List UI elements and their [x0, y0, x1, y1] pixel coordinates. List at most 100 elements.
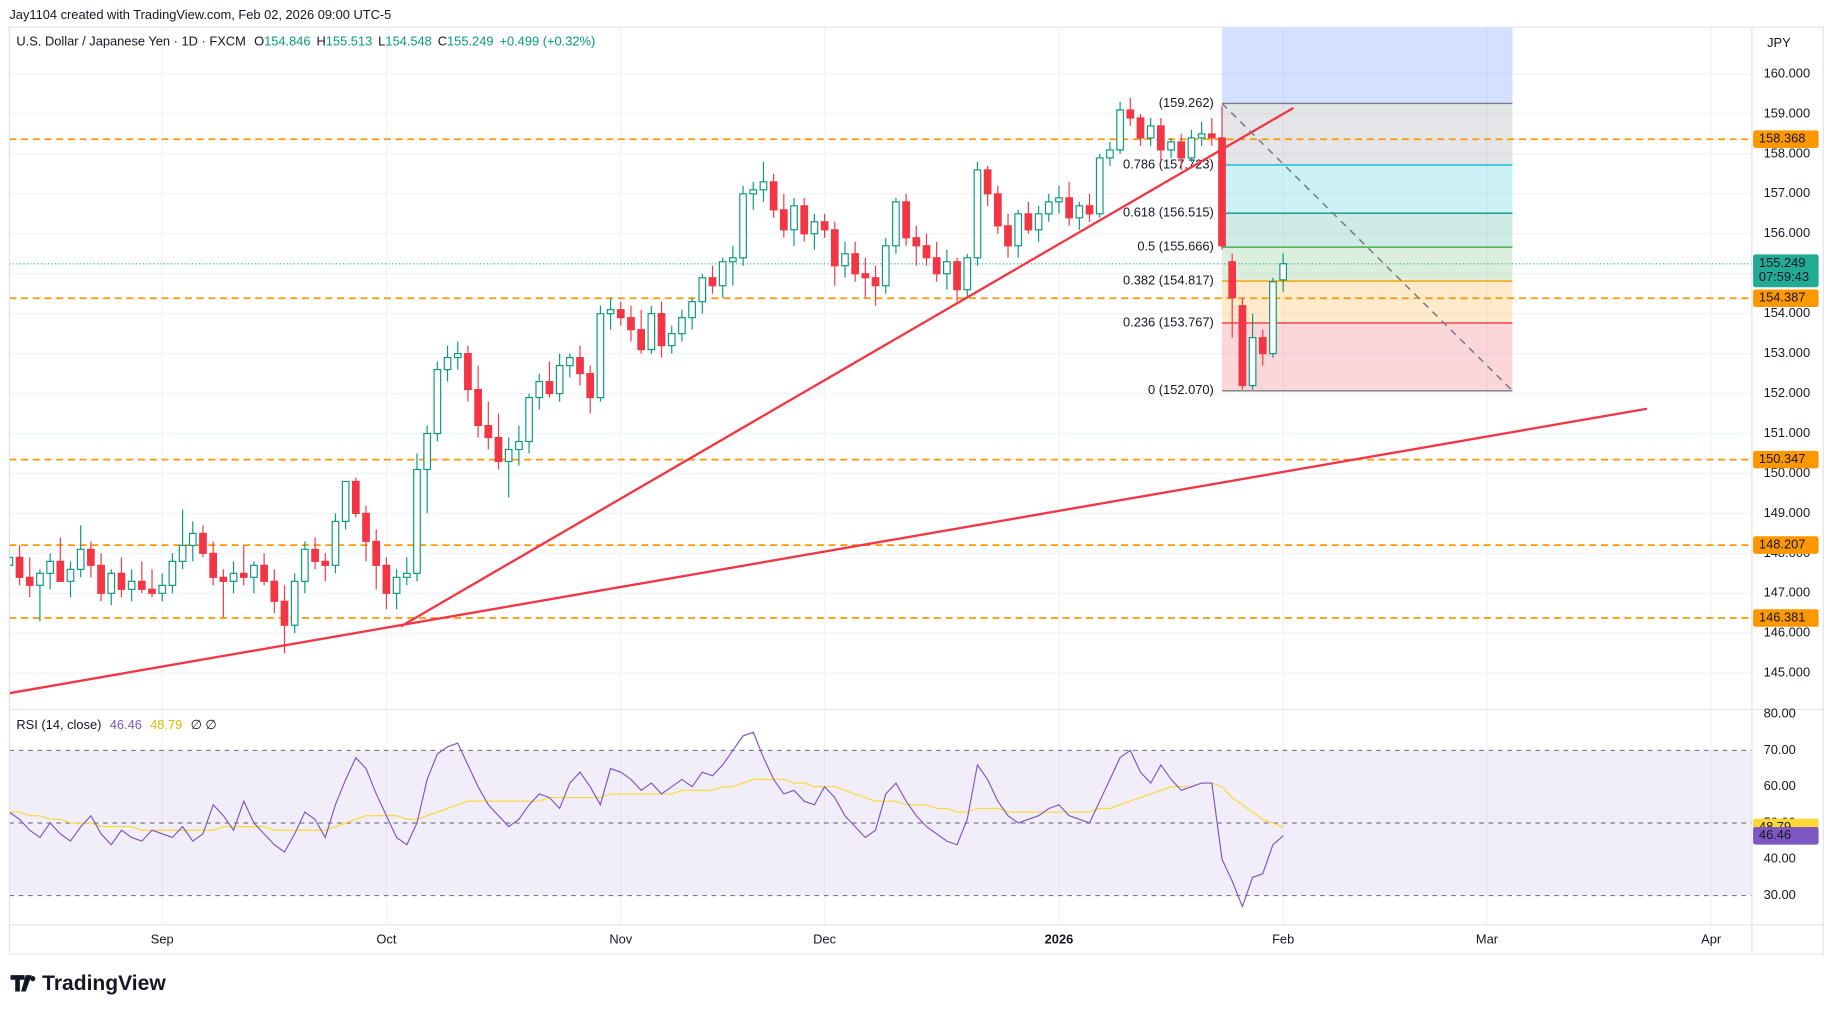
rsi-tag: 46.46 [1759, 827, 1791, 842]
candle-body [1126, 109, 1135, 119]
rsi-tick-label: 30.00 [1764, 887, 1796, 902]
y-tick-label: 158.000 [1764, 145, 1810, 160]
axes: Sep Oct Nov Dec 2026 Feb Mar Apr145.000146.0001… [151, 65, 1819, 946]
candle-body [871, 277, 880, 287]
candle-body [759, 181, 768, 191]
candle-body [841, 253, 849, 267]
candle-body [769, 181, 778, 211]
trend-line [400, 106, 1294, 628]
close-value: 155.249 [447, 34, 493, 49]
candle-body [1024, 213, 1033, 231]
candle-body [861, 273, 870, 279]
candle-body [698, 277, 707, 303]
open-value: 154.846 [264, 34, 310, 49]
footer-logo: TradingView [10, 972, 166, 995]
y-tick-label: 157.000 [1764, 185, 1810, 200]
horizontal-line-tag-bg [1753, 609, 1819, 627]
candle-body [148, 588, 156, 594]
candle-body [1014, 213, 1023, 247]
x-tick-label: Feb [1272, 931, 1294, 946]
candle-body [25, 576, 34, 586]
candle-body [56, 560, 65, 582]
y-tick-label: 146.000 [1764, 625, 1810, 640]
x-tick-label: Mar [1476, 931, 1499, 946]
candle-body [423, 432, 432, 471]
candle-body [779, 209, 788, 231]
ohlc-prefix: L [378, 34, 385, 49]
fib-extension-band [1222, 27, 1513, 104]
y-tick-label: 156.000 [1764, 225, 1810, 240]
candle-body [667, 333, 676, 347]
candle-body [881, 245, 890, 287]
candle-body [1095, 157, 1104, 215]
candle-body [596, 313, 605, 399]
fib-band [1222, 247, 1513, 282]
candle-body [107, 572, 116, 594]
candle-body [647, 313, 656, 351]
candle-body [1207, 133, 1216, 139]
candle-body [586, 373, 595, 399]
ohlc-prefix: H [316, 34, 325, 49]
horizontal-line-tag: 158.368 [1759, 131, 1805, 146]
countdown: 07:59:43 [1759, 269, 1809, 284]
candle-body [188, 532, 197, 546]
candle-body [9, 556, 14, 566]
candle-body [158, 584, 167, 594]
candle-body [637, 329, 646, 351]
candle-body [983, 169, 992, 195]
candle-body [280, 600, 289, 626]
candle-body [565, 357, 574, 367]
candle-body [973, 169, 982, 259]
candle-body [1136, 117, 1145, 139]
rsi-tick-label: 40.00 [1764, 851, 1796, 866]
candle-body [260, 564, 268, 582]
candle-body [545, 380, 554, 395]
x-tick-label: Dec [813, 931, 836, 946]
candle-body [178, 544, 187, 562]
candle-body [1055, 197, 1063, 203]
candle-body [484, 424, 493, 439]
x-tick-label: Sep [151, 931, 174, 946]
candle-body [270, 580, 279, 602]
candle-body [922, 245, 931, 259]
fib-label: 0.236 (153.767) [1123, 314, 1214, 329]
candle-body [341, 480, 350, 522]
candle-body [168, 560, 177, 586]
grid [9, 27, 1752, 925]
candle-body [1238, 305, 1247, 387]
y-tick-label: 159.000 [1764, 105, 1810, 120]
y-tick-label: 150.000 [1764, 465, 1810, 480]
candle-body [535, 380, 544, 399]
candle-body [1004, 225, 1012, 247]
candle-body [413, 468, 421, 574]
candle-body [250, 564, 258, 578]
candle-body [1116, 109, 1124, 151]
candle-body [749, 189, 758, 195]
candle-body [362, 512, 370, 542]
candle-body [1218, 137, 1226, 247]
candle-body [97, 564, 105, 594]
rsi-ma-value: 48.79 [150, 717, 182, 732]
candle-body [1085, 205, 1094, 215]
candle-body [729, 257, 737, 263]
candle-body [892, 201, 900, 247]
candle-body [576, 357, 584, 375]
fib-band [1222, 164, 1513, 214]
ohlc-prefix: C [438, 34, 447, 49]
candle-body [830, 229, 839, 267]
x-tick-label: Nov [609, 931, 632, 946]
candle-body [494, 436, 503, 463]
candle-body [402, 572, 411, 578]
rsi-na: ∅ ∅ [191, 717, 217, 732]
candle-body [993, 193, 1002, 227]
rsi-ma-line [9, 778, 1284, 831]
candle-body [46, 560, 54, 574]
fib-band [1222, 213, 1513, 248]
credit: Jay1104 created with TradingView.com, Fe… [9, 7, 391, 22]
candle-body [616, 309, 625, 319]
rsi-tick-label: 70.00 [1764, 742, 1796, 757]
rsi-line [9, 731, 1284, 909]
currency: JPY [1767, 35, 1791, 50]
candle-body [1187, 137, 1196, 159]
fib-band [1222, 103, 1513, 165]
